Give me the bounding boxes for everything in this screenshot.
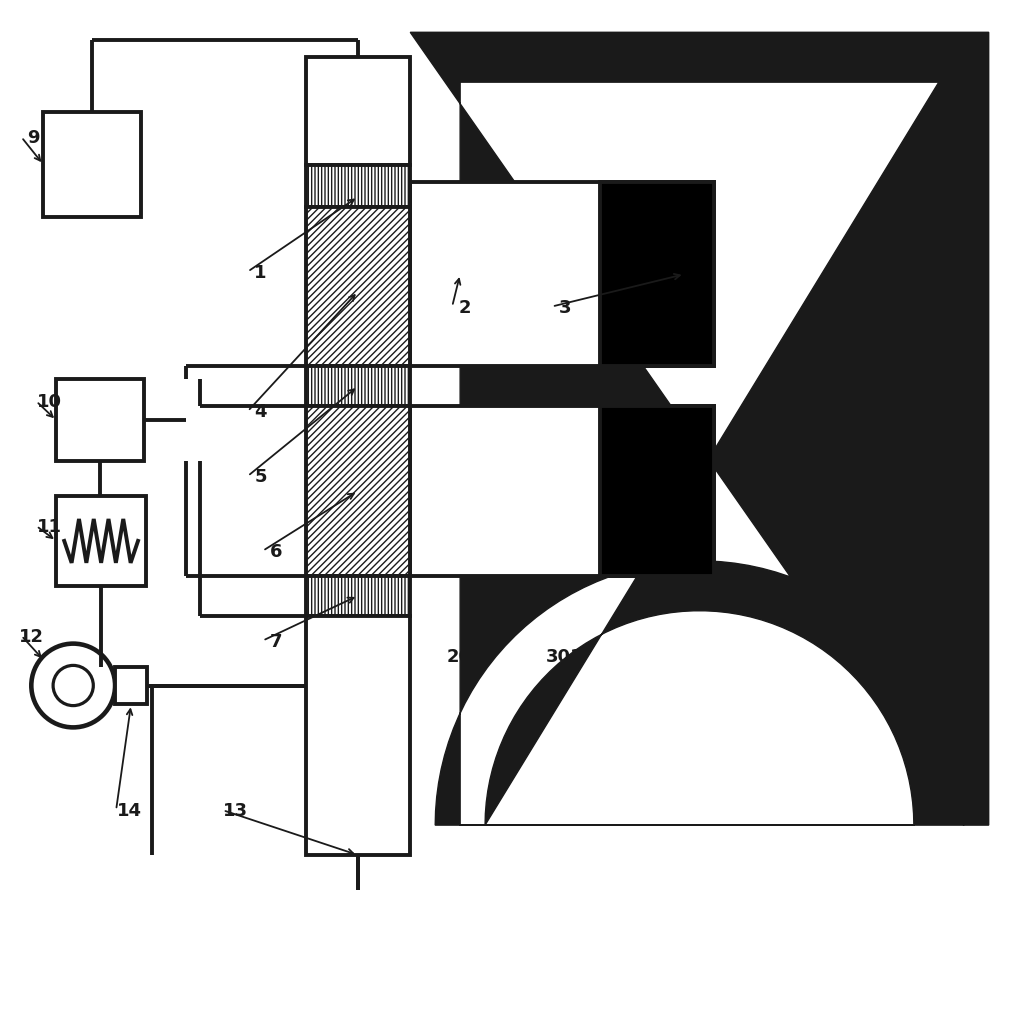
Bar [411,406,714,576]
Bar [43,113,141,217]
Bar [306,166,411,207]
Text: 11: 11 [37,518,62,536]
Text: 301: 301 [546,647,584,665]
Bar [56,380,144,462]
Bar [306,59,411,166]
Text: 3: 3 [558,298,571,316]
Text: 13: 13 [223,802,249,819]
Text: 1: 1 [255,264,267,281]
Text: 4: 4 [255,402,267,421]
Bar [306,576,411,616]
Text: 12: 12 [18,627,44,645]
Text: 9: 9 [28,128,40,147]
Text: 6: 6 [269,542,282,560]
Bar [600,183,714,367]
Bar [306,207,411,367]
PathPatch shape [411,33,988,825]
Text: 8: 8 [927,453,941,471]
Text: 7: 7 [269,632,282,650]
Bar [56,496,146,586]
Bar [306,367,411,406]
Bar [600,406,714,576]
Bar [411,183,714,367]
Text: 14: 14 [116,802,142,819]
Text: 10: 10 [37,393,62,410]
Bar [115,667,147,705]
Text: 5: 5 [255,468,267,485]
Bar [306,406,411,576]
Text: 201: 201 [446,647,484,665]
Bar [306,616,411,855]
Text: 2: 2 [459,298,472,316]
